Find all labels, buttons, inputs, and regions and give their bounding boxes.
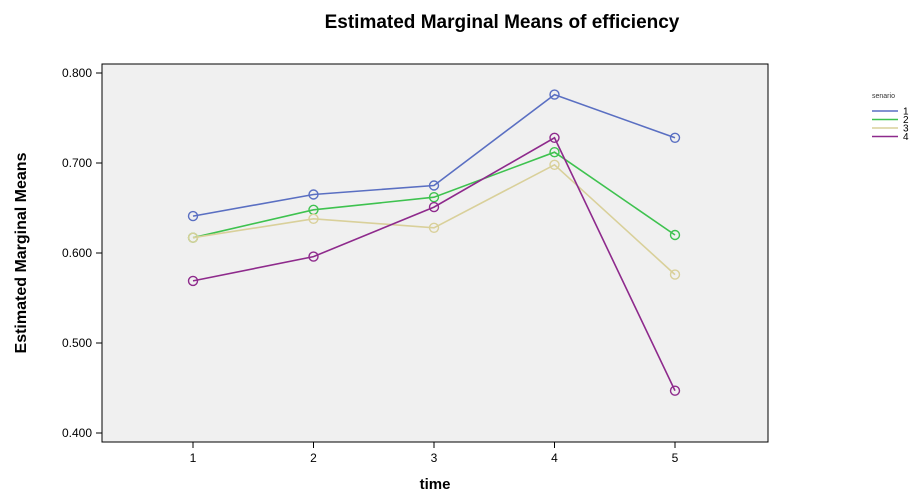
- x-tick-label: 3: [431, 451, 438, 465]
- x-axis-label: time: [420, 476, 451, 493]
- legend-label: 4: [903, 132, 909, 143]
- legend-title: senario: [872, 93, 895, 100]
- series-1: [187, 89, 681, 222]
- plot-area: [101, 63, 769, 443]
- data-point: [669, 132, 681, 144]
- y-axis-label: Estimated Marginal Means: [13, 152, 30, 353]
- y-tick-label: 0.500: [62, 336, 92, 350]
- data-point: [669, 229, 681, 241]
- legend-item: 1: [872, 107, 909, 118]
- data-point: [428, 201, 440, 213]
- series-2: [187, 146, 681, 243]
- y-tick-label: 0.400: [62, 426, 92, 440]
- data-point: [549, 89, 560, 100]
- legend-label: 2: [903, 115, 909, 126]
- data-point: [428, 180, 440, 191]
- series-4: [187, 132, 681, 396]
- series-3: [187, 159, 681, 280]
- legend-item: 4: [872, 132, 909, 143]
- y-axis: 0.400 0.500 0.600 0.700 0.800: [62, 66, 102, 440]
- data-point: [549, 159, 560, 171]
- data-point: [187, 210, 199, 222]
- legend-item: 3: [872, 124, 909, 135]
- y-tick-label: 0.600: [62, 246, 92, 260]
- series-line: [192, 136, 676, 392]
- x-tick-label: 2: [310, 451, 317, 465]
- series-line: [192, 151, 676, 239]
- y-tick-label: 0.700: [62, 156, 92, 170]
- data-point: [669, 385, 681, 396]
- data-point: [428, 222, 440, 234]
- x-tick-label: 5: [672, 451, 679, 465]
- x-tick-label: 4: [551, 451, 558, 465]
- x-axis: 1 2 3 4 5: [190, 442, 679, 465]
- legend-label: 3: [903, 124, 909, 135]
- data-point: [308, 251, 319, 262]
- data-point: [308, 213, 319, 225]
- legend-item: 2: [872, 115, 909, 126]
- chart-title: Estimated Marginal Means of efficiency: [325, 12, 680, 33]
- data-point: [187, 232, 199, 243]
- data-point: [308, 189, 319, 200]
- series-layer: [187, 89, 681, 396]
- series-line: [192, 93, 676, 217]
- legend-label: 1: [903, 107, 909, 118]
- data-point: [187, 275, 199, 287]
- data-point: [549, 132, 560, 144]
- data-point: [549, 146, 560, 158]
- series-line: [192, 163, 676, 276]
- x-tick-label: 1: [190, 451, 197, 465]
- y-tick-label: 0.800: [62, 66, 92, 80]
- data-point: [428, 191, 440, 203]
- data-point: [669, 269, 681, 280]
